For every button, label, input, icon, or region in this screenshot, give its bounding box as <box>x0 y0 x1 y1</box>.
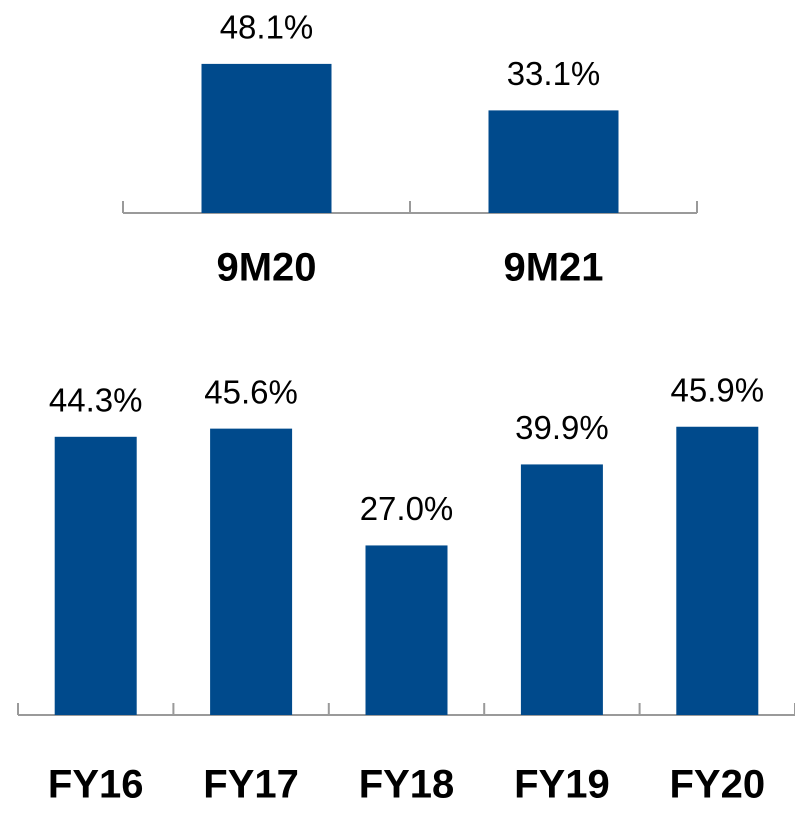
value-label: 44.3% <box>49 382 143 419</box>
category-label: FY17 <box>203 763 299 807</box>
category-label: FY18 <box>359 763 455 807</box>
bar <box>676 426 759 715</box>
bar <box>54 436 137 715</box>
category-label: FY20 <box>669 763 765 807</box>
value-label: 33.1% <box>507 55 601 92</box>
bar <box>365 545 448 715</box>
value-label: 48.1% <box>220 9 314 46</box>
category-label: FY19 <box>514 763 610 807</box>
bar <box>488 110 619 213</box>
value-label: 45.9% <box>671 371 765 408</box>
value-label: 45.6% <box>204 373 298 410</box>
category-label: 9M21 <box>503 246 603 290</box>
category-label: 9M20 <box>216 246 316 290</box>
bar <box>201 63 332 213</box>
value-label: 27.0% <box>360 490 454 527</box>
bar <box>210 428 293 715</box>
bar <box>520 464 603 715</box>
category-label: FY16 <box>48 763 144 807</box>
value-label: 39.9% <box>515 409 609 446</box>
